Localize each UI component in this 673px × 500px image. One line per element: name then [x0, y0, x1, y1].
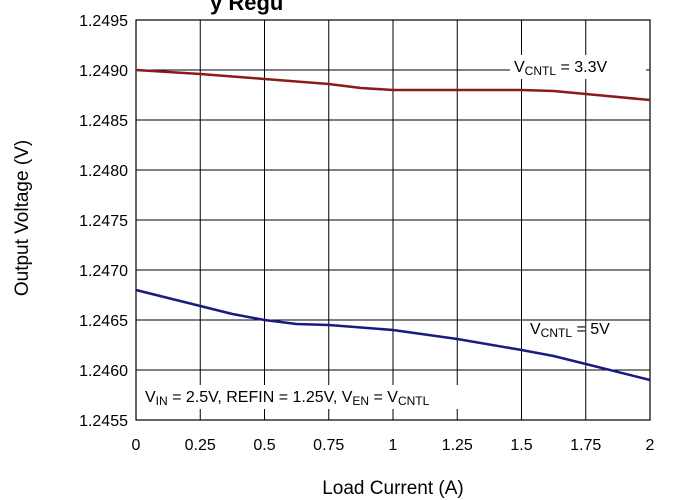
x-tick-label: 1: [389, 437, 398, 454]
x-tick-label: 1.25: [442, 437, 473, 454]
x-axis-title: Load Current (A): [322, 478, 464, 499]
x-tick-label: 0.75: [313, 437, 344, 454]
annotations: VCNTL = 3.3V VCNTL = 5V VIN = 2.5V, REFIN …: [141, 55, 646, 409]
y-tick-label: 1.2475: [79, 213, 128, 230]
y-tick-label: 1.2495: [79, 13, 128, 30]
y-tick-label: 1.2470: [79, 263, 128, 280]
y-axis-title: Output Voltage (V): [12, 140, 33, 296]
grid-lines: [136, 20, 650, 420]
y-tick-label: 1.2460: [79, 363, 128, 380]
x-tick-label: 1.75: [570, 437, 601, 454]
x-axis-ticks: 0 0.25 0.5 0.75 1 1.25 1.5 1.75 2: [132, 437, 655, 454]
x-tick-label: 1.5: [510, 437, 532, 454]
y-tick-label: 1.2480: [79, 163, 128, 180]
x-tick-label: 0.5: [253, 437, 275, 454]
x-tick-label: 2: [646, 437, 655, 454]
annotation-conditions: VIN = 2.5V, REFIN = 1.25V, VEN = VCNTL: [145, 389, 430, 408]
series-lines: [135, 68, 651, 382]
series-line-vcntl-3v3: [135, 68, 651, 102]
y-axis-ticks: 1.2495 1.2490 1.2485 1.2480 1.2475 1.2470 1.24…: [79, 13, 128, 430]
y-tick-label: 1.2490: [79, 63, 128, 80]
chart-title-fragment: y Regu: [210, 0, 283, 15]
series-line-vcntl-5v: [135, 288, 651, 382]
annotation-label-5: VCNTL = 5V: [530, 321, 610, 340]
x-tick-label: 0: [132, 437, 141, 454]
plot-area: [135, 19, 651, 421]
annotation-background: [510, 55, 646, 79]
annotation-label-33: VCNTL = 3.3V: [514, 59, 607, 78]
y-tick-label: 1.2455: [79, 413, 128, 430]
y-tick-label: 1.2485: [79, 113, 128, 130]
y-tick-label: 1.2465: [79, 313, 128, 330]
annotation-background: [141, 385, 519, 409]
x-tick-label: 0.25: [185, 437, 216, 454]
